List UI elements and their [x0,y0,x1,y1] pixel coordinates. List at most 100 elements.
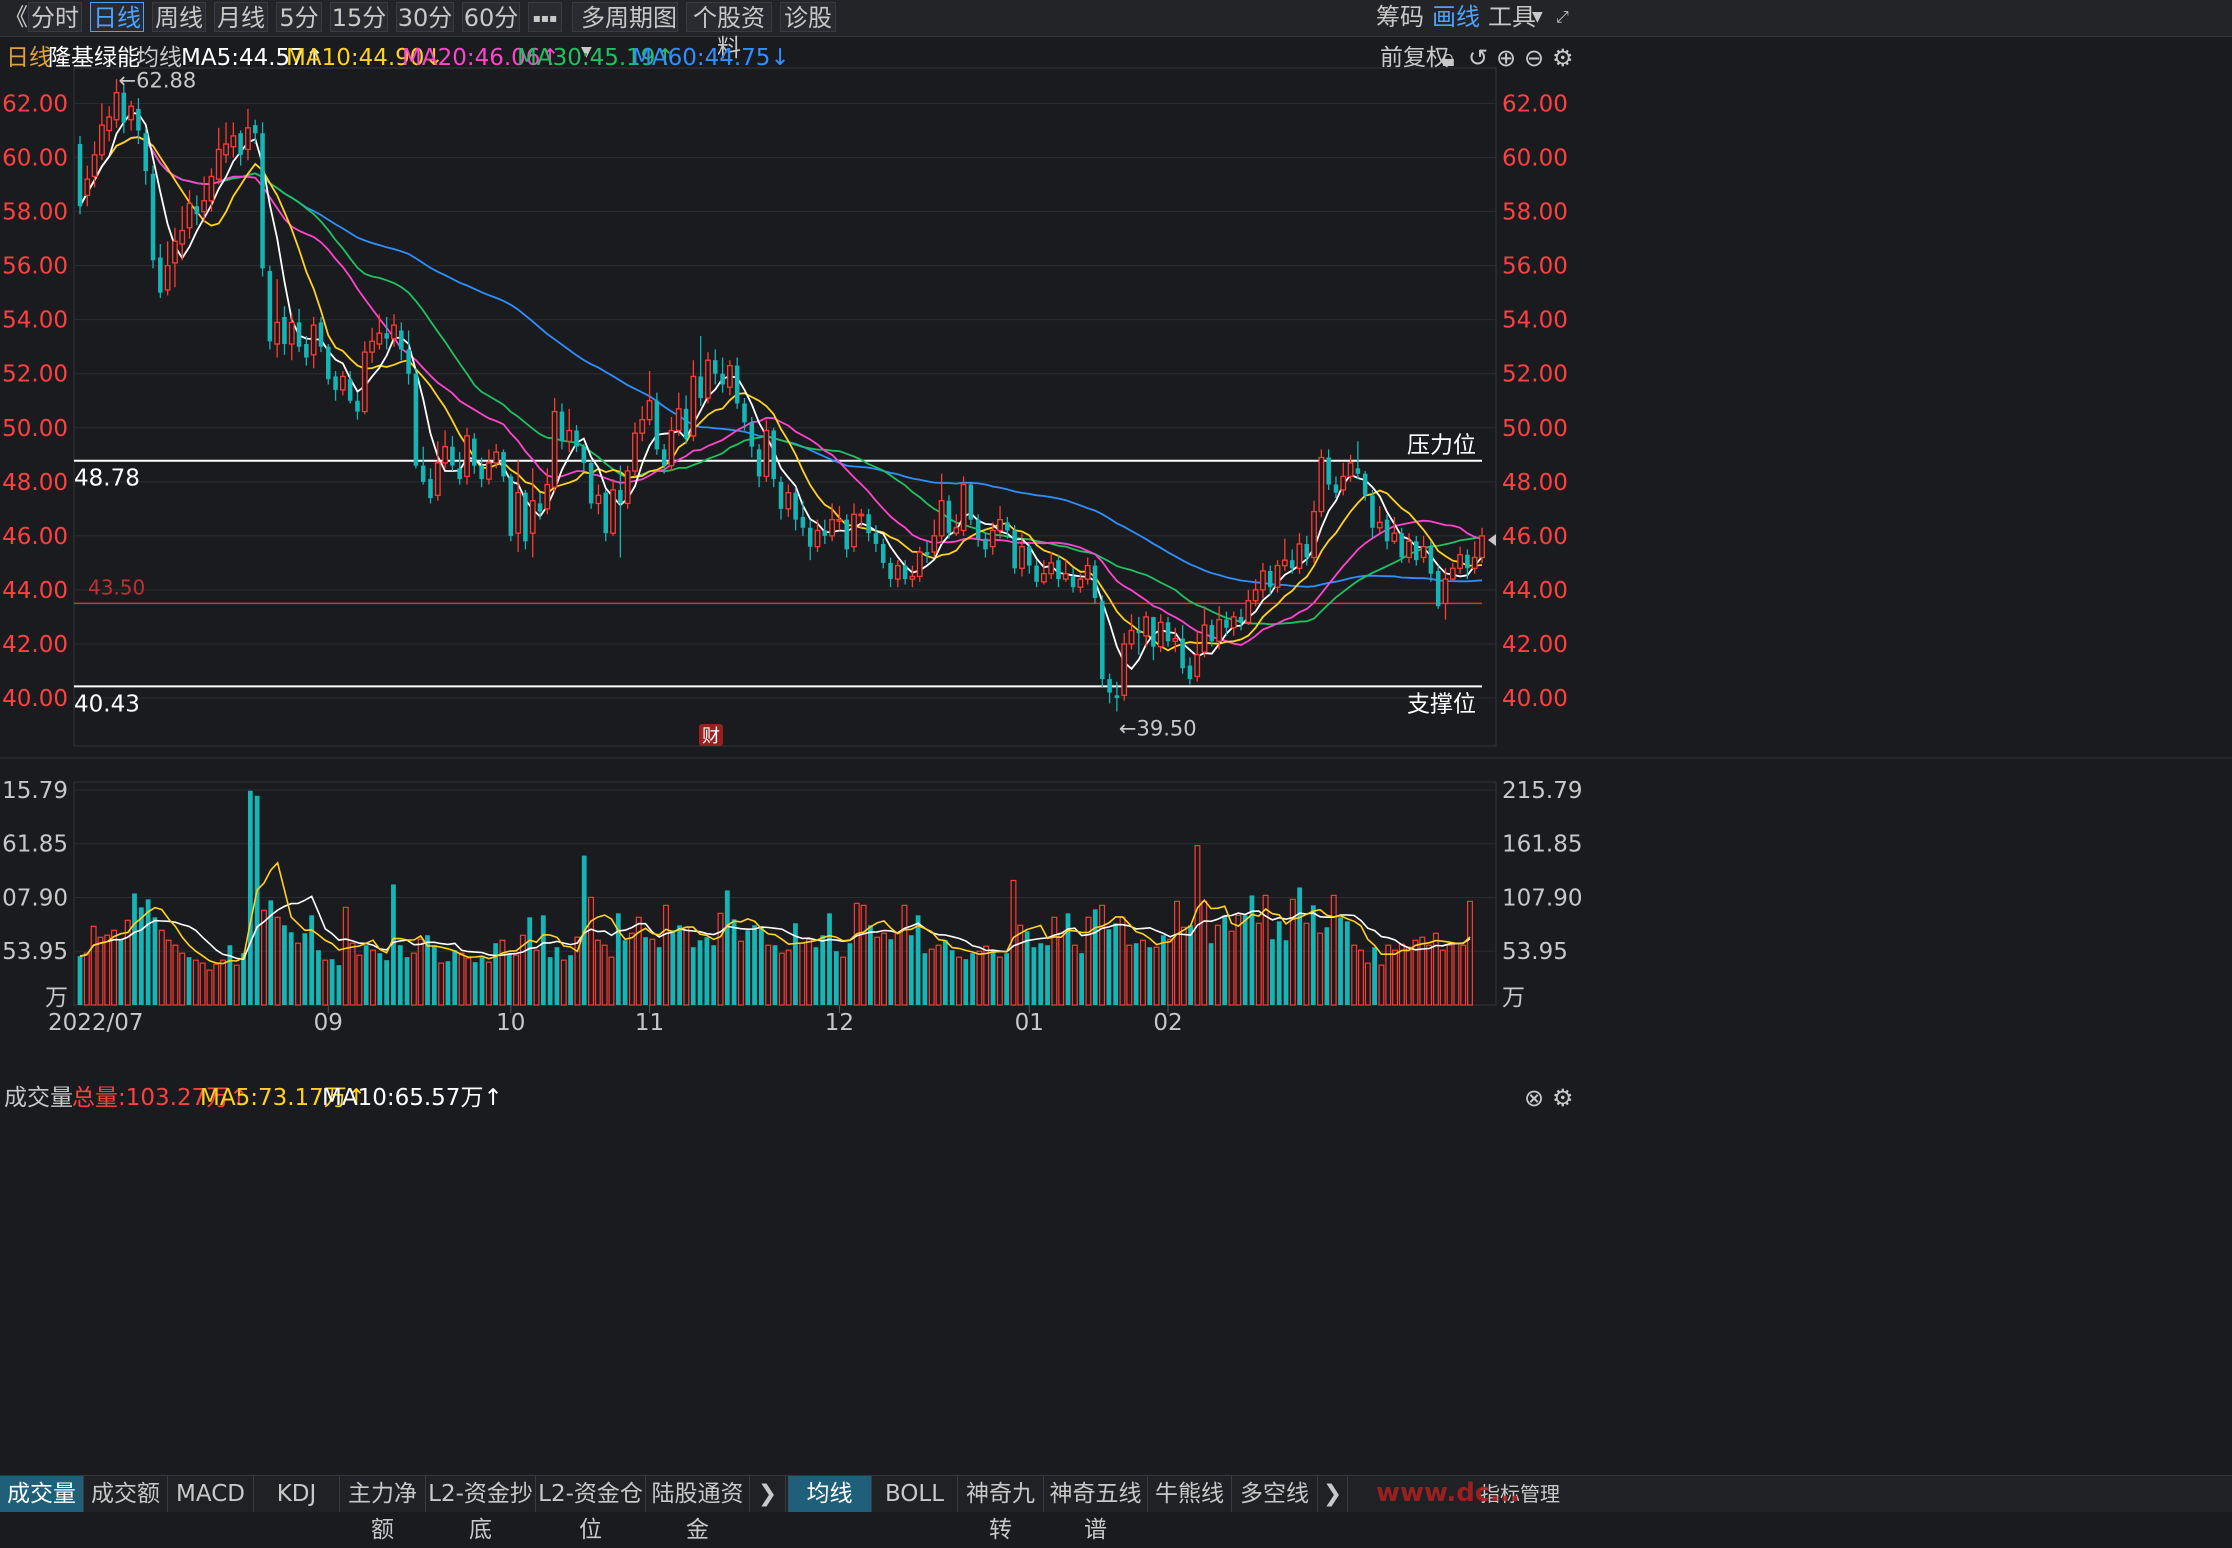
volume-bar [1303,922,1310,1006]
volume-bar [1174,900,1180,1006]
date-tick: 11 [635,1010,664,1036]
back-button[interactable]: 《 [4,3,28,31]
candle-body [624,470,631,505]
gear-icon[interactable]: ⚙ [1552,44,1574,72]
volume-bar [1031,947,1037,1005]
lock-icon[interactable]: 🔒︎ [1442,44,1455,72]
tab-l2-bottom[interactable]: L2-资金抄底 [426,1476,536,1543]
volume-bar [608,956,615,1006]
multi-period-dropdown[interactable]: 多周期图 ▼ [572,2,678,60]
volume-bar [1126,944,1133,1006]
volume-bar [806,938,813,1006]
tab-long-short[interactable]: 多空线 [1232,1476,1318,1512]
draw-line-button[interactable]: 画线 [1432,3,1480,31]
tab-intraday[interactable]: 分时 [28,2,82,32]
volume-bar [260,909,267,1006]
indicator-manage-button[interactable]: 指标管理 [1480,1482,1560,1506]
candle-body [84,178,91,197]
volume-bar [1283,940,1289,1005]
tab-nine-turn[interactable]: 神奇九转 [958,1476,1044,1543]
tab-daily[interactable]: 日线 [90,2,144,32]
candle-body [1040,573,1047,583]
price-tick-right: 58.00 [1502,200,1568,226]
price-tick-right: 50.00 [1502,416,1568,442]
tab-boll[interactable]: BOLL [872,1476,958,1512]
tab-ma[interactable]: 均线 [788,1476,872,1512]
volume-bar [172,944,179,1006]
tab-l2-position[interactable]: L2-资金仓位 [536,1476,646,1543]
tab-turnover[interactable]: 成交额 [84,1476,168,1512]
volume-bar [309,915,315,1005]
candle-body [829,519,836,537]
candle-body [304,344,309,358]
volume-bar [778,952,785,1006]
volume-bar [1051,916,1058,1006]
tab-30min[interactable]: 30分 [396,2,454,32]
candle-body [705,359,711,399]
tab-15min[interactable]: 15分 [330,2,388,32]
chevron-right-icon[interactable]: ❯ [1318,1476,1348,1512]
tab-main-net[interactable]: 主力净额 [340,1476,426,1543]
kline-chart[interactable]: 62.00 62.00 60.00 60.00 58.00 58.00 56.00 56.00… [0,0,2232,1475]
candle-body [551,410,558,488]
chevron-right-icon[interactable]: ❯ [750,1476,786,1512]
pressure-label: 压力位 [1407,433,1476,459]
tab-60min[interactable]: 60分 [462,2,520,32]
tab-volume[interactable]: 成交量 [0,1476,84,1512]
candle-body [1077,578,1084,588]
more-periods-button[interactable]: ▪▪▪ [528,2,562,32]
volume-bar [724,890,730,1005]
tab-northbound[interactable]: 陆股通资金 [646,1476,750,1543]
price-tick-right: 48.00 [1502,470,1568,496]
candle-body [807,527,813,547]
volume-bar [785,949,792,1006]
tab-five-line[interactable]: 神奇五线谱 [1044,1476,1148,1543]
volume-bar [179,952,186,1006]
volume-bar [342,906,349,1006]
candle-body [223,143,229,156]
tab-macd[interactable]: MACD [168,1476,254,1512]
volume-bar [1297,887,1303,1005]
close-icon[interactable]: ⊗ [1524,1084,1545,1112]
candle-body [1435,570,1441,607]
tools-button[interactable]: 工具 [1488,3,1536,31]
candle-body [493,451,500,464]
candle-body [508,476,514,536]
candle-body [968,484,974,520]
volume-bar [853,902,860,1006]
expand-icon[interactable]: ⤢ [1556,7,1569,26]
volume-bar [513,954,520,1006]
candle-body [267,271,273,342]
volume-tick-left: 107.90 [0,885,68,911]
diagnose-button[interactable]: 诊股 [780,2,836,32]
volume-unit-right: 万 [1502,985,1525,1011]
zoom-out-icon[interactable]: ⊖ [1524,44,1545,72]
candle-body [894,564,901,580]
volume-bar [506,953,512,1005]
tab-5min[interactable]: 5分 [276,2,322,32]
profile-button[interactable]: 个股资料 [686,2,772,62]
volume-bar [928,948,935,1006]
candle-body [1274,564,1281,588]
tab-weekly[interactable]: 周线 [152,2,206,32]
chip-button[interactable]: 筹码 [1376,3,1424,31]
candle-body [1165,622,1171,642]
ma-label[interactable]: 均线 [136,45,182,71]
volume-bar [874,936,881,1006]
volume-bar [1017,924,1024,1006]
volume-bar [1038,943,1044,1005]
tab-monthly[interactable]: 月线 [214,2,268,32]
candle-body [238,133,243,155]
tab-kdj[interactable]: KDJ [254,1476,340,1512]
price-tick-left: 56.00 [2,254,68,280]
volume-bar [349,942,356,1006]
undo-icon[interactable]: ↺ [1468,44,1489,72]
date-tick: 01 [1015,1010,1044,1036]
ma10-value: MA10:44.90↓ [286,45,444,71]
zoom-in-icon[interactable]: ⊕ [1496,44,1517,72]
tab-bull-bear[interactable]: 牛熊线 [1148,1476,1232,1512]
gear-icon[interactable]: ⚙ [1552,1084,1574,1112]
chevron-down-icon: ▼ [1532,9,1543,25]
volume-bar [220,959,227,1006]
adjust-label[interactable]: 前复权 [1380,45,1449,71]
